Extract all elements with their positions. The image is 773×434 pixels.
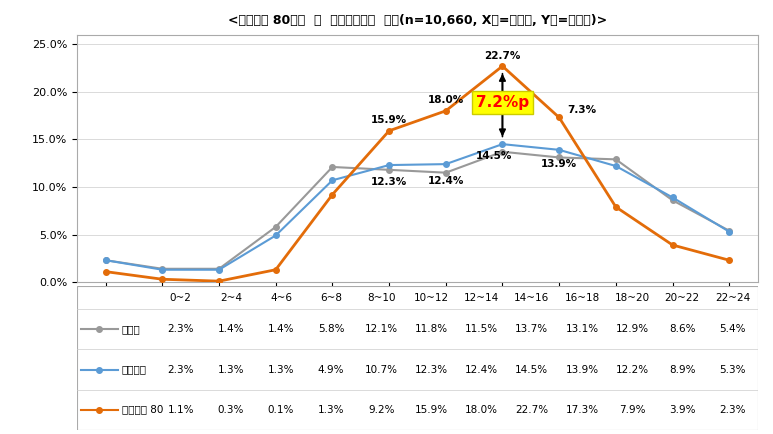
Text: 11.8%: 11.8% [415,324,448,335]
Text: 0~2: 0~2 [170,293,192,303]
Text: 15.9%: 15.9% [371,115,407,125]
Text: 12.3%: 12.3% [415,365,448,375]
Text: 14.5%: 14.5% [516,365,548,375]
Text: 5.8%: 5.8% [318,324,344,335]
Text: 12.2%: 12.2% [615,365,649,375]
Text: 5.4%: 5.4% [719,324,746,335]
Text: 13.9%: 13.9% [541,159,577,169]
Text: 13.9%: 13.9% [565,365,598,375]
Text: 8.9%: 8.9% [669,365,696,375]
Text: 10~12: 10~12 [414,293,449,303]
Text: 17.3%: 17.3% [565,404,598,414]
Text: 2.3%: 2.3% [168,324,194,335]
Text: 12.9%: 12.9% [615,324,649,335]
Text: 22.7%: 22.7% [484,51,521,61]
Text: 12.1%: 12.1% [365,324,398,335]
Text: 10.7%: 10.7% [365,365,398,375]
Text: 2.3%: 2.3% [719,404,746,414]
Text: 13.7%: 13.7% [516,324,548,335]
Text: 7.2%p: 7.2%p [476,95,529,110]
Text: 12.3%: 12.3% [371,178,407,187]
Text: 여름평균: 여름평균 [121,365,147,375]
Text: 18~20: 18~20 [615,293,649,303]
Text: 11.5%: 11.5% [465,324,498,335]
Text: 1.3%: 1.3% [267,365,295,375]
Text: 14~16: 14~16 [514,293,550,303]
Text: 2.3%: 2.3% [168,365,194,375]
Text: 20~22: 20~22 [665,293,700,303]
Text: 3.9%: 3.9% [669,404,696,414]
Text: 4~6: 4~6 [270,293,292,303]
Text: 1.3%: 1.3% [318,404,344,414]
Text: 12.4%: 12.4% [465,365,498,375]
Text: 5.3%: 5.3% [719,365,746,375]
Text: 월평균: 월평균 [121,324,140,335]
Text: 12~14: 12~14 [464,293,499,303]
Text: 1.1%: 1.1% [168,404,194,414]
Text: 불쿘지수 80: 불쿘지수 80 [121,404,163,414]
Text: 22~24: 22~24 [715,293,750,303]
Text: 2~4: 2~4 [220,293,242,303]
Text: 6~8: 6~8 [320,293,342,303]
Text: 7.3%: 7.3% [567,105,597,115]
Text: 12.4%: 12.4% [427,177,464,187]
Text: 1.4%: 1.4% [217,324,244,335]
Text: 15.9%: 15.9% [415,404,448,414]
Text: 13.1%: 13.1% [565,324,598,335]
Text: 7.9%: 7.9% [619,404,645,414]
Text: 4.9%: 4.9% [318,365,344,375]
Text: 1.3%: 1.3% [217,365,244,375]
Text: 16~18: 16~18 [564,293,600,303]
Text: 8.6%: 8.6% [669,324,696,335]
Text: 9.2%: 9.2% [368,404,394,414]
Text: 22.7%: 22.7% [516,404,548,414]
Text: 1.4%: 1.4% [267,324,295,335]
Text: 0.1%: 0.1% [267,404,295,414]
Text: 18.0%: 18.0% [427,95,464,105]
Text: 14.5%: 14.5% [475,151,512,161]
Text: 18.0%: 18.0% [465,404,498,414]
Text: 8~10: 8~10 [367,293,396,303]
Title: <불쿘지수 80초과  시  사고발생비율  비교(n=10,660, X축=시간대, Y축=구성비)>: <불쿘지수 80초과 시 사고발생비율 비교(n=10,660, X축=시간대,… [228,13,607,26]
Text: 0.3%: 0.3% [217,404,244,414]
